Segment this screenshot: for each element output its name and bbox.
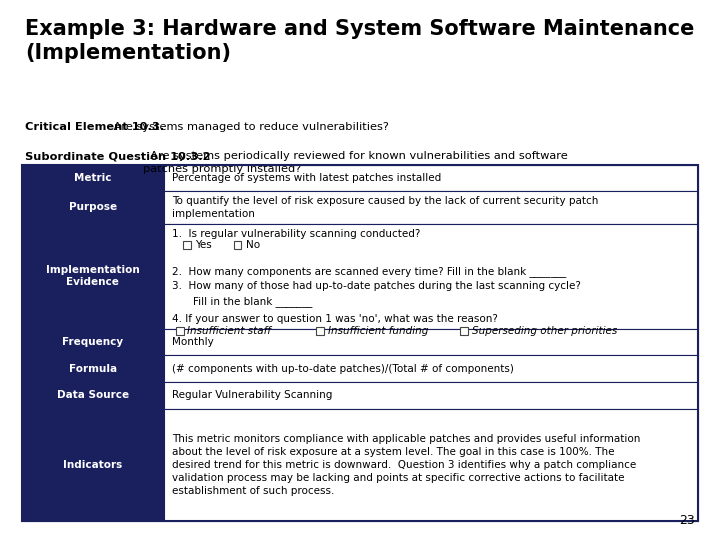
Text: Are systems periodically reviewed for known vulnerabilities and software
patches: Are systems periodically reviewed for kn… [143, 151, 567, 173]
Text: Superseding other priorities: Superseding other priorities [472, 326, 617, 336]
Text: Insufficient funding: Insufficient funding [328, 326, 428, 336]
Text: Indicators: Indicators [63, 460, 122, 470]
Text: 4. If your answer to question 1 was 'no', what was the reason?: 4. If your answer to question 1 was 'no'… [172, 314, 498, 323]
Bar [163, 409, 698, 521]
Text: Monthly: Monthly [172, 337, 214, 347]
Text: This metric monitors compliance with applicable patches and provides useful info: This metric monitors compliance with app… [172, 434, 641, 496]
Text: Insufficient staff: Insufficient staff [187, 326, 271, 336]
Bar [176, 327, 184, 335]
Bar [22, 165, 163, 191]
Text: Data Source: Data Source [57, 390, 129, 401]
Text: 2.  How many components are scanned every time? Fill in the blank _______: 2. How many components are scanned every… [172, 266, 567, 276]
Text: Critical Element 10.3.: Critical Element 10.3. [25, 122, 164, 132]
Bar [163, 355, 698, 382]
Bar [22, 329, 163, 355]
Bar [22, 191, 163, 224]
Bar [22, 355, 163, 382]
Bar [163, 382, 698, 409]
Text: Yes: Yes [195, 240, 212, 250]
Text: 23: 23 [679, 514, 695, 526]
Text: No: No [246, 240, 260, 250]
Text: Purpose: Purpose [68, 202, 117, 212]
Text: Formula: Formula [68, 364, 117, 374]
Text: Metric: Metric [74, 173, 112, 183]
Text: Percentage of systems with latest patches installed: Percentage of systems with latest patche… [172, 173, 441, 183]
Text: Example 3: Hardware and System Software Maintenance
(Implementation): Example 3: Hardware and System Software … [25, 19, 695, 63]
Bar [22, 224, 163, 329]
Bar [316, 327, 324, 335]
Bar [460, 327, 468, 335]
Text: 3.  How many of those had up-to-date patches during the last scanning cycle?: 3. How many of those had up-to-date patc… [172, 281, 581, 291]
Bar [163, 329, 698, 355]
Text: To quantify the level of risk exposure caused by the lack of current security pa: To quantify the level of risk exposure c… [172, 196, 599, 219]
Bar [22, 165, 698, 521]
Text: Subordinate Question 10.3.2: Subordinate Question 10.3.2 [25, 151, 211, 161]
Text: Frequency: Frequency [62, 337, 123, 347]
Text: Implementation
Evidence: Implementation Evidence [46, 265, 140, 287]
Text: 1.  Is regular vulnerability scanning conducted?: 1. Is regular vulnerability scanning con… [172, 229, 420, 239]
Text: Fill in the blank _______: Fill in the blank _______ [192, 296, 312, 307]
Bar [163, 165, 698, 191]
Bar [22, 409, 163, 521]
Bar [22, 382, 163, 409]
Bar [163, 224, 698, 329]
Text: Are systems managed to reduce vulnerabilities?: Are systems managed to reduce vulnerabil… [110, 122, 389, 132]
Bar [233, 241, 241, 249]
Bar [183, 241, 191, 249]
Text: Regular Vulnerability Scanning: Regular Vulnerability Scanning [172, 390, 333, 401]
Text: (# components with up-to-date patches)/(Total # of components): (# components with up-to-date patches)/(… [172, 364, 514, 374]
Bar [163, 191, 698, 224]
